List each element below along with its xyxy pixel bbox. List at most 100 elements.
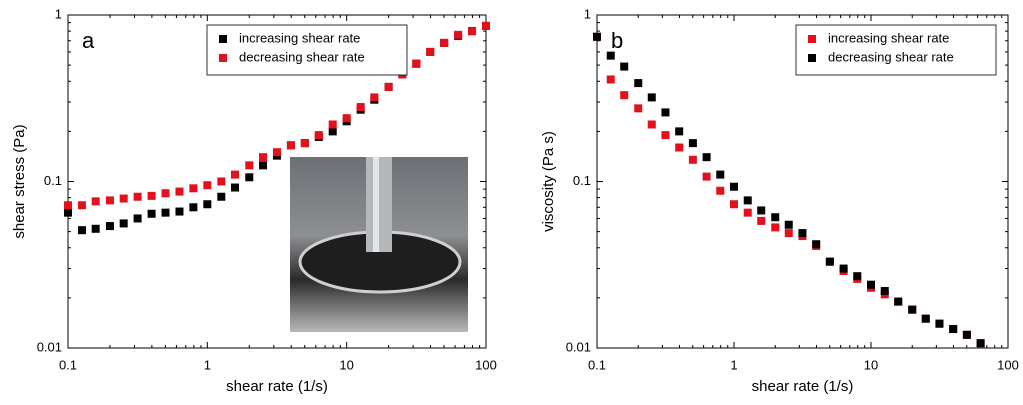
- marker: [606, 75, 615, 84]
- marker: [688, 155, 697, 164]
- marker: [606, 51, 615, 60]
- marker: [203, 181, 212, 190]
- marker: [119, 194, 128, 203]
- marker: [175, 207, 184, 216]
- x-tick-label: 0.1: [588, 357, 606, 372]
- panel-label: a: [82, 28, 95, 53]
- x-tick-label: 10: [864, 357, 878, 372]
- y-tick-label: 0.01: [566, 339, 591, 354]
- marker: [593, 32, 601, 41]
- marker: [119, 219, 128, 228]
- y-axis-label: shear stress (Pa): [11, 124, 28, 238]
- marker: [77, 226, 86, 235]
- x-tick-label: 10: [339, 357, 353, 372]
- marker: [757, 216, 766, 225]
- x-tick-label: 1: [204, 357, 211, 372]
- marker: [661, 108, 670, 117]
- marker: [133, 214, 142, 223]
- marker: [245, 173, 254, 182]
- marker: [784, 229, 793, 238]
- marker: [935, 319, 944, 328]
- x-axis-label: shear rate (1/s): [752, 378, 854, 395]
- y-tick-label: 1: [55, 6, 62, 21]
- marker: [880, 286, 889, 295]
- marker: [384, 82, 393, 91]
- marker: [426, 47, 435, 56]
- plot-frame: [596, 14, 1009, 349]
- y-tick-label: 1: [584, 6, 591, 21]
- legend-box: [795, 24, 997, 76]
- marker: [300, 139, 309, 148]
- marker: [757, 206, 766, 215]
- marker: [620, 62, 629, 71]
- marker: [328, 127, 337, 136]
- legend-marker: [219, 35, 227, 43]
- marker: [468, 27, 477, 36]
- marker: [894, 297, 903, 306]
- x-tick-label: 0.1: [59, 357, 77, 372]
- marker: [272, 148, 281, 157]
- x-tick-label: 100: [997, 357, 1019, 372]
- marker: [161, 189, 170, 198]
- marker: [634, 104, 643, 113]
- marker: [867, 280, 875, 289]
- marker: [620, 91, 629, 100]
- marker: [647, 93, 656, 102]
- marker: [147, 191, 156, 200]
- marker: [771, 223, 780, 232]
- legend-label: increasing shear rate: [828, 30, 949, 45]
- legend-label: decreasing shear rate: [239, 49, 365, 64]
- marker: [812, 240, 821, 249]
- marker: [133, 192, 142, 201]
- marker: [91, 224, 100, 233]
- marker: [64, 201, 72, 210]
- marker: [962, 330, 971, 339]
- marker: [730, 182, 738, 191]
- marker: [77, 201, 86, 210]
- marker: [839, 264, 848, 273]
- marker: [231, 170, 240, 179]
- inset-photo: [290, 157, 468, 332]
- marker: [147, 209, 156, 218]
- marker: [314, 131, 323, 140]
- marker: [370, 93, 379, 102]
- y-tick-label: 0.1: [44, 173, 62, 188]
- marker: [771, 213, 780, 222]
- marker: [716, 186, 725, 195]
- y-tick-label: 0.1: [573, 173, 591, 188]
- marker: [743, 196, 752, 205]
- marker: [949, 325, 958, 334]
- marker: [976, 339, 985, 348]
- x-tick-label: 1: [730, 357, 737, 372]
- marker: [203, 200, 212, 209]
- marker: [245, 161, 254, 170]
- marker: [356, 103, 365, 112]
- marker: [853, 272, 862, 281]
- marker: [675, 143, 684, 152]
- marker: [189, 203, 198, 212]
- marker: [440, 38, 449, 47]
- marker: [161, 208, 170, 217]
- marker: [259, 161, 268, 170]
- marker: [454, 30, 463, 39]
- x-tick-label: 100: [475, 357, 497, 372]
- marker: [189, 184, 198, 193]
- legend-marker: [808, 35, 816, 43]
- legend-label: decreasing shear rate: [828, 49, 954, 64]
- marker: [105, 196, 114, 205]
- panel-label: b: [611, 28, 623, 53]
- marker: [908, 305, 917, 314]
- y-axis-label: viscosity (Pa s): [540, 131, 557, 232]
- y-tick-label: 0.01: [37, 339, 62, 354]
- marker: [702, 153, 711, 162]
- marker: [105, 222, 114, 231]
- marker: [175, 187, 184, 196]
- legend-marker: [808, 54, 816, 62]
- marker: [675, 127, 684, 136]
- marker: [921, 314, 930, 323]
- marker: [328, 120, 337, 129]
- marker: [688, 139, 697, 148]
- marker: [825, 257, 834, 266]
- marker: [482, 21, 490, 30]
